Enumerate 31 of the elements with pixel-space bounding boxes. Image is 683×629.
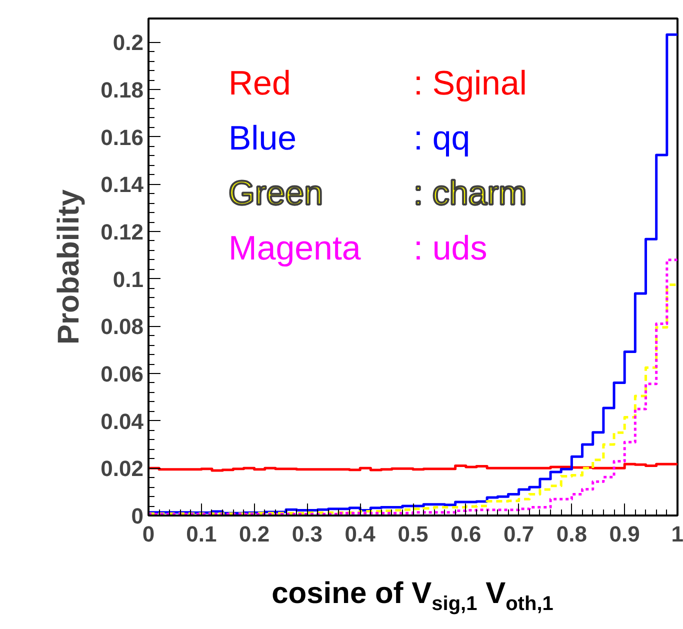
x-tick-label: 0.8 <box>556 522 587 546</box>
y-tick-label: 0.1 <box>112 266 144 292</box>
y-axis-title: Probability <box>52 189 86 345</box>
x-tick-label: 0.2 <box>239 522 270 546</box>
y-tick-label: 0.06 <box>100 362 144 386</box>
x-tick-label: 0.6 <box>450 522 482 546</box>
x-tick-label: 0.1 <box>186 522 217 546</box>
y-tick-label: 0.04 <box>100 408 144 434</box>
x-tick-label: 0.7 <box>504 522 534 546</box>
x-tick-label: 0.5 <box>398 522 428 546</box>
annotation: Red <box>228 64 291 102</box>
annotation: Magenta <box>228 230 361 268</box>
y-tick-label: 0.2 <box>112 30 144 56</box>
x-tick-label: 0.4 <box>344 522 376 546</box>
x-tick-label: 0.3 <box>292 522 322 546</box>
y-tick-label: 0.16 <box>100 124 144 150</box>
annotation: Green <box>228 174 323 212</box>
annotation: Blue <box>228 120 297 158</box>
y-tick-label: 0 <box>131 504 144 528</box>
y-tick-label: 0.02 <box>100 456 144 482</box>
text: : uds <box>414 230 488 268</box>
y-tick-label: 0.18 <box>100 78 144 102</box>
y-tick-label: 0.08 <box>100 314 144 340</box>
text: : qq <box>414 120 470 158</box>
y-tick-label: 0.14 <box>100 172 144 198</box>
x-axis-title: cosine of V$_{sig,1}$ V$_{oth,1}$ <box>272 576 554 617</box>
text: : Sginal <box>414 64 527 102</box>
x-tick-label: 0.9 <box>609 522 640 546</box>
x-tick-label: 1 <box>671 522 683 546</box>
y-tick-label: 0.12 <box>100 220 144 244</box>
text: : charm <box>414 174 527 212</box>
